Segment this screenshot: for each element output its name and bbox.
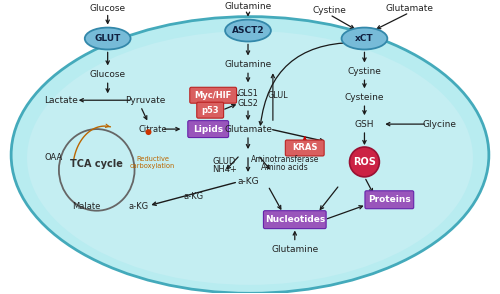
FancyBboxPatch shape	[197, 102, 224, 118]
Text: GLS1: GLS1	[238, 89, 258, 98]
Text: Glucose: Glucose	[90, 4, 126, 13]
Text: Nucleotides: Nucleotides	[264, 215, 325, 224]
FancyBboxPatch shape	[188, 121, 228, 138]
Text: ASCT2: ASCT2	[232, 26, 264, 35]
FancyBboxPatch shape	[264, 211, 326, 229]
Ellipse shape	[27, 31, 473, 285]
Text: Reductive
carboxylation: Reductive carboxylation	[130, 156, 175, 169]
Text: xCT: xCT	[355, 34, 374, 43]
Text: Citrate: Citrate	[138, 125, 167, 133]
Ellipse shape	[225, 20, 271, 41]
Text: GLUT: GLUT	[94, 34, 121, 43]
Circle shape	[146, 129, 152, 135]
Circle shape	[350, 147, 380, 177]
Text: Amino acids: Amino acids	[262, 163, 308, 172]
Text: Cystine: Cystine	[312, 6, 346, 15]
Ellipse shape	[85, 28, 130, 49]
FancyBboxPatch shape	[190, 87, 236, 103]
Text: OAA: OAA	[45, 153, 63, 163]
Text: Pyruvate: Pyruvate	[126, 96, 166, 105]
Text: Glutamate: Glutamate	[385, 4, 433, 13]
Text: Myc/HIF: Myc/HIF	[194, 91, 232, 100]
Text: Glutamine: Glutamine	[224, 2, 272, 11]
Text: ROS: ROS	[353, 157, 376, 167]
FancyBboxPatch shape	[286, 140, 324, 156]
Text: Lipids: Lipids	[193, 125, 224, 133]
Text: Aminotransferase: Aminotransferase	[250, 156, 319, 164]
Text: TCA cycle: TCA cycle	[70, 159, 123, 169]
Text: Glutamate: Glutamate	[224, 125, 272, 133]
Text: NH4+: NH4+	[212, 166, 236, 174]
Text: p53: p53	[202, 106, 219, 115]
Text: Glycine: Glycine	[422, 120, 456, 128]
Text: GSH: GSH	[354, 120, 374, 128]
Text: a-KG: a-KG	[183, 192, 204, 201]
Text: Malate: Malate	[72, 202, 101, 211]
Text: Glucose: Glucose	[90, 70, 126, 79]
FancyBboxPatch shape	[365, 191, 414, 209]
Text: Glutamine: Glutamine	[271, 245, 318, 254]
Text: Lactate: Lactate	[44, 96, 78, 105]
Text: Cystine: Cystine	[348, 67, 382, 76]
Ellipse shape	[11, 17, 489, 293]
Text: a-KG: a-KG	[237, 177, 259, 186]
Text: a-KG: a-KG	[128, 202, 148, 211]
Text: GLS2: GLS2	[238, 99, 258, 108]
Text: KRAS: KRAS	[292, 143, 318, 153]
Text: Cysteine: Cysteine	[344, 93, 384, 102]
Text: GLUD: GLUD	[212, 157, 236, 166]
Text: GLUL: GLUL	[268, 91, 288, 100]
Ellipse shape	[342, 28, 388, 49]
Text: Proteins: Proteins	[368, 195, 410, 204]
Text: Glutamine: Glutamine	[224, 60, 272, 69]
